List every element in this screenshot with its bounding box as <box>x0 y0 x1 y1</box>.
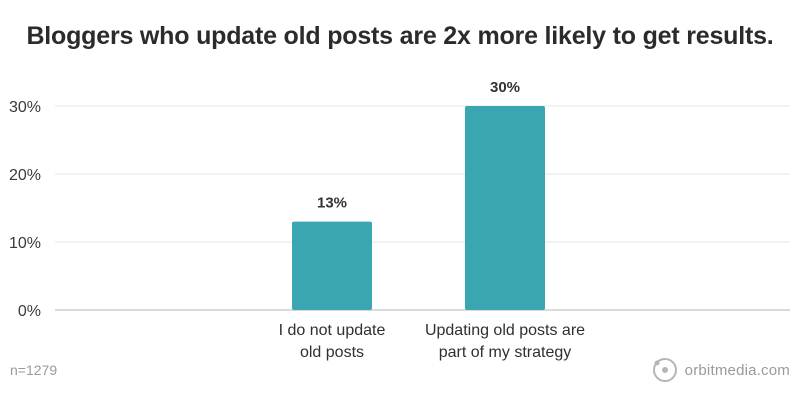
category-label: Updating old posts are part of my strateg… <box>425 322 585 361</box>
orbit-circle-icon <box>652 358 677 382</box>
category-label-line: I do not update <box>279 322 386 339</box>
category-label-line: Updating old posts are <box>425 322 585 339</box>
category-label: I do not update old posts <box>279 322 386 361</box>
y-tick-label: 0% <box>18 303 41 320</box>
category-label-line: part of my strategy <box>439 344 572 361</box>
chart-title: Bloggers who update old posts are 2x mor… <box>26 22 774 50</box>
y-tick-label: 30% <box>9 99 41 116</box>
y-tick-label: 10% <box>9 235 41 252</box>
y-tick-label: 20% <box>9 167 41 184</box>
bar <box>292 221 372 310</box>
brand-watermark: orbitmedia.com <box>651 356 790 384</box>
data-label: 13% <box>317 195 347 212</box>
brand-text: orbitmedia.com <box>684 361 790 379</box>
bar <box>465 106 545 310</box>
category-label-line: old posts <box>300 344 364 361</box>
data-label: 30% <box>490 79 520 96</box>
sample-size-note: n=1279 <box>10 362 58 378</box>
